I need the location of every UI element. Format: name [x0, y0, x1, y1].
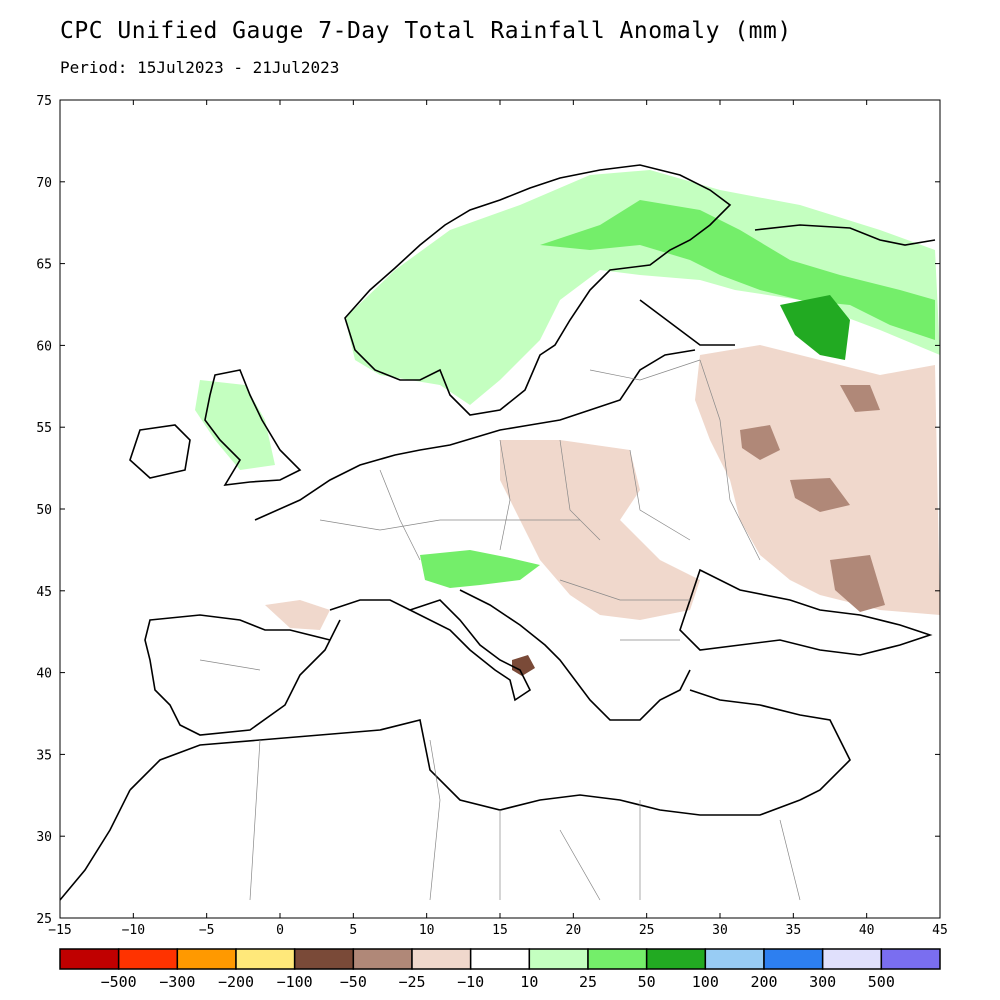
legend-label: −500 — [101, 973, 137, 991]
coast-continent — [254, 349, 696, 521]
coast-turkey — [689, 689, 851, 801]
coast-scandinavia — [344, 164, 732, 416]
lon-tick-label: −10 — [122, 923, 145, 938]
legend-label: −10 — [457, 973, 484, 991]
legend-label: 100 — [692, 973, 719, 991]
legend-label: −200 — [218, 973, 254, 991]
lon-tick-label: 15 — [492, 923, 508, 938]
lon-tick-label: 30 — [712, 923, 728, 938]
legend-swatch — [469, 948, 531, 970]
lat-tick-label: 30 — [36, 830, 52, 845]
lon-tick-label: 10 — [419, 923, 435, 938]
lat-tick-label: 60 — [36, 339, 52, 354]
legend-label: −50 — [340, 973, 367, 991]
legend-swatch — [352, 948, 413, 970]
legend-swatch — [293, 948, 355, 970]
lat-tick-label: 50 — [36, 503, 52, 518]
lon-tick-label: 20 — [566, 923, 582, 938]
legend-swatch — [821, 948, 883, 970]
legend-label: 25 — [579, 973, 597, 991]
legend-label: 300 — [809, 973, 836, 991]
legend-swatch — [59, 948, 120, 970]
lat-tick-label: 25 — [36, 912, 52, 927]
legend-swatch — [587, 948, 648, 970]
coast-finland-russia — [639, 224, 936, 346]
legend-label: 200 — [750, 973, 777, 991]
legend-swatch — [235, 948, 296, 970]
lat-tick-label: 75 — [36, 94, 52, 109]
lon-tick-label: 5 — [349, 923, 357, 938]
coast-uk — [204, 369, 302, 486]
anomaly-uk-wet — [195, 380, 275, 470]
lon-tick-label: −15 — [48, 923, 71, 938]
legend-swatch — [117, 948, 179, 970]
anomaly-finland-wet — [540, 200, 935, 340]
lon-tick-label: 0 — [276, 923, 284, 938]
legend-label: 500 — [868, 973, 895, 991]
lon-tick-label: 40 — [859, 923, 875, 938]
legend-swatch — [704, 948, 765, 970]
legend-swatch — [528, 948, 589, 970]
legend-label: 50 — [638, 973, 656, 991]
anomaly-alps-wet — [420, 550, 540, 588]
lon-tick-label: −5 — [199, 923, 215, 938]
coast-balkans — [459, 589, 691, 721]
lat-tick-label: 45 — [36, 585, 52, 600]
anomaly-italy-dry — [512, 655, 535, 676]
legend-label: −25 — [398, 973, 425, 991]
coast-black-sea — [679, 568, 933, 656]
legend-label: −300 — [159, 973, 195, 991]
color-legend: −500 −300 −200 −100 −50 −25 −10 10 25 50 100 200 300… — [59, 948, 941, 991]
lat-tick-label: 40 — [36, 667, 52, 682]
anomaly-nw-russia-wet — [780, 295, 850, 360]
coast-morocco-atlantic — [59, 789, 131, 901]
map-title: CPC Unified Gauge 7-Day Total Rainfall A… — [60, 18, 792, 44]
coast-france-med — [329, 599, 411, 611]
period-label: Period: 15Jul2023 - 21Jul2023 — [60, 58, 340, 77]
coast-italy — [407, 599, 532, 702]
anomaly-scandinavia-wet — [345, 170, 940, 405]
legend-swatch — [176, 948, 237, 970]
lat-tick-label: 70 — [36, 176, 52, 191]
legend-label: −100 — [277, 973, 313, 991]
coast-north-africa — [129, 719, 801, 816]
anomaly-russia-moderate-dry — [740, 385, 885, 612]
anomaly-shading — [195, 170, 940, 676]
legend-swatch — [645, 948, 707, 970]
coastlines — [59, 164, 936, 901]
anomaly-iberia-dry — [265, 600, 330, 630]
legend-swatch — [880, 948, 941, 970]
lon-tick-label: 25 — [639, 923, 655, 938]
coast-ireland — [129, 424, 191, 479]
coast-iberia — [144, 614, 341, 736]
lon-tick-label: 45 — [932, 923, 948, 938]
legend-swatch — [763, 948, 824, 970]
lat-tick-label: 65 — [36, 258, 52, 273]
lon-tick-label: 35 — [786, 923, 802, 938]
legend-swatch — [411, 948, 472, 970]
anomaly-central-europe-dry — [500, 440, 700, 620]
map-axes: −15 −10 −5 0 5 10 15 20 25 30 35 40 45 25 30 35 40 45 50 55… — [36, 94, 947, 938]
legend-label: 10 — [520, 973, 538, 991]
lat-tick-label: 35 — [36, 748, 52, 763]
country-borders — [199, 359, 801, 901]
lat-tick-label: 55 — [36, 421, 52, 436]
